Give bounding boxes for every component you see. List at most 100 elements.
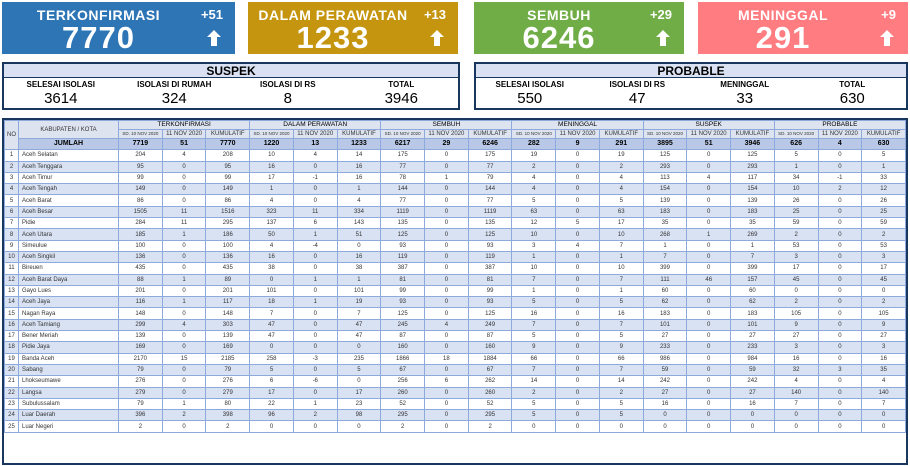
sub-header: 11 NOV 2020 <box>817 129 863 139</box>
data-cell: 79 <box>118 363 163 377</box>
data-cell: 1 <box>773 160 819 173</box>
table-row: 7 Pidie 284 11 295 137 6 143 135 0 135 12 5 17 35 0 35 59… <box>4 217 906 230</box>
district-name: Pidie <box>18 217 119 230</box>
data-cell: 5 <box>511 397 557 411</box>
group-header: PROBABLE <box>773 120 906 130</box>
sub-header: KUMULATIF <box>730 129 775 139</box>
data-cell: 1 <box>161 397 207 411</box>
data-cell: 2 <box>118 420 163 433</box>
table-sub-header: SD. 10 NOV 2020 11 NOV 2020 KUMULATIF SD. 1… <box>5 129 906 139</box>
data-cell: 242 <box>642 375 688 388</box>
sub-header: SD. 10 NOV 2020 <box>249 129 294 139</box>
data-cell: 86 <box>205 194 251 207</box>
group-header: SEMBUH <box>380 120 513 130</box>
table-row: 20 Sabang 79 0 79 5 0 5 67 0 67 7 0 7 59 0 59 32 3 35 <box>4 363 906 377</box>
data-cell: 77 <box>380 160 426 173</box>
data-cell: 34 <box>773 171 819 185</box>
table-group-header: NO KABUPATEN / KOTA TERKONFIRMASI DALAM … <box>4 120 906 151</box>
data-cell: 0 <box>686 307 732 320</box>
data-cell: 139 <box>118 330 163 343</box>
data-cell: 59 <box>730 363 775 377</box>
data-cell: 0 <box>555 318 600 332</box>
data-cell: 169 <box>205 341 251 354</box>
data-cell: 0 <box>161 239 207 252</box>
table-row: 9 Simeulue 100 0 100 4 -4 0 93 0 93 3 4 7 1 0 1 53 0 53 <box>4 239 906 252</box>
data-cell: 7 <box>598 273 644 286</box>
data-cell: 4 <box>161 149 207 162</box>
data-cell: 125 <box>642 149 688 162</box>
data-cell: 0 <box>686 205 732 219</box>
data-cell: 0 <box>249 341 294 354</box>
data-cell: 45 <box>773 273 819 286</box>
probable-item-value: 47 <box>628 90 646 107</box>
data-cell: 87 <box>467 330 513 343</box>
data-cell: 233 <box>730 341 775 354</box>
data-cell: 7 <box>249 307 294 320</box>
row-number: 18 <box>4 341 19 354</box>
data-cell: 62 <box>730 296 775 309</box>
data-cell: 10 <box>249 149 294 162</box>
data-table-container[interactable]: NO KABUPATEN / KOTA TERKONFIRMASI DALAM … <box>2 118 908 465</box>
data-cell: 5 <box>511 194 557 207</box>
row-number: 5 <box>4 194 19 207</box>
data-cell: 0 <box>817 318 863 332</box>
district-table: NO KABUPATEN / KOTA TERKONFIRMASI DALAM … <box>4 120 906 433</box>
data-cell: 0 <box>555 284 600 298</box>
district-name: Sabang <box>18 363 119 377</box>
data-cell: 3 <box>861 341 906 354</box>
card-terkonfirmasi: TERKONFIRMASI +51 7770 <box>2 2 235 55</box>
data-cell: 0 <box>686 149 732 162</box>
data-cell: 119 <box>380 250 426 264</box>
data-cell: 323 <box>249 205 294 219</box>
data-cell: 12 <box>861 183 906 196</box>
data-cell: 5 <box>336 363 382 377</box>
data-cell: 139 <box>205 330 251 343</box>
data-cell: 9 <box>773 318 819 332</box>
table-row: 12 Aceh Barat Daya 88 1 89 0 1 1 81 0 81 7 0 7 111 46 15… <box>4 273 906 286</box>
group-header: SUSPEK <box>642 120 775 130</box>
data-cell: 204 <box>118 149 163 162</box>
suspek-item-label: ISOLASI DI RS <box>259 80 316 89</box>
data-cell: 139 <box>730 194 775 207</box>
data-cell: 1 <box>598 250 644 264</box>
data-cell: 0 <box>161 386 207 399</box>
data-cell: 2 <box>467 420 513 433</box>
data-cell: 0 <box>686 363 732 377</box>
data-cell: 0 <box>817 250 863 264</box>
data-cell: 16 <box>861 352 906 365</box>
data-cell: 47 <box>249 330 294 343</box>
data-cell: 5 <box>598 296 644 309</box>
data-cell: 0 <box>424 239 469 252</box>
data-cell: 93 <box>380 296 426 309</box>
data-cell: 0 <box>686 194 732 207</box>
data-cell: 0 <box>555 420 600 433</box>
district-name: Aceh Barat <box>18 194 119 207</box>
data-cell: 26 <box>773 194 819 207</box>
data-cell: 0 <box>424 228 469 241</box>
probable-item: SELESAI ISOLASI 550 <box>476 78 584 108</box>
data-cell: 77 <box>467 160 513 173</box>
data-cell: 86 <box>118 194 163 207</box>
data-cell: 7 <box>773 397 819 411</box>
data-cell: 63 <box>598 205 644 219</box>
data-cell: 5 <box>598 397 644 411</box>
sub-header: KUMULATIF <box>861 129 906 139</box>
data-cell: 0 <box>555 352 600 365</box>
data-cell: 23 <box>336 397 382 411</box>
table-row: 22 Langsa 279 0 279 17 0 17 260 0 260 2 0 2 27 0 27 140 0 1… <box>4 386 906 399</box>
data-cell: 0 <box>686 341 732 354</box>
data-cell: 0 <box>642 420 688 433</box>
row-number: 16 <box>4 318 19 332</box>
suspek-item-label: SELESAI ISOLASI <box>26 80 95 89</box>
data-cell: 16 <box>336 160 382 173</box>
data-cell: 0 <box>292 194 338 207</box>
data-cell: 0 <box>292 160 338 173</box>
data-cell: 208 <box>205 149 251 162</box>
data-cell: 185 <box>118 228 163 241</box>
row-number: 10 <box>4 250 19 264</box>
data-cell: 0 <box>817 217 863 230</box>
data-cell: 0 <box>292 284 338 298</box>
data-cell: -1 <box>817 171 863 185</box>
data-cell: 16 <box>249 250 294 264</box>
data-cell: 7 <box>861 397 906 411</box>
